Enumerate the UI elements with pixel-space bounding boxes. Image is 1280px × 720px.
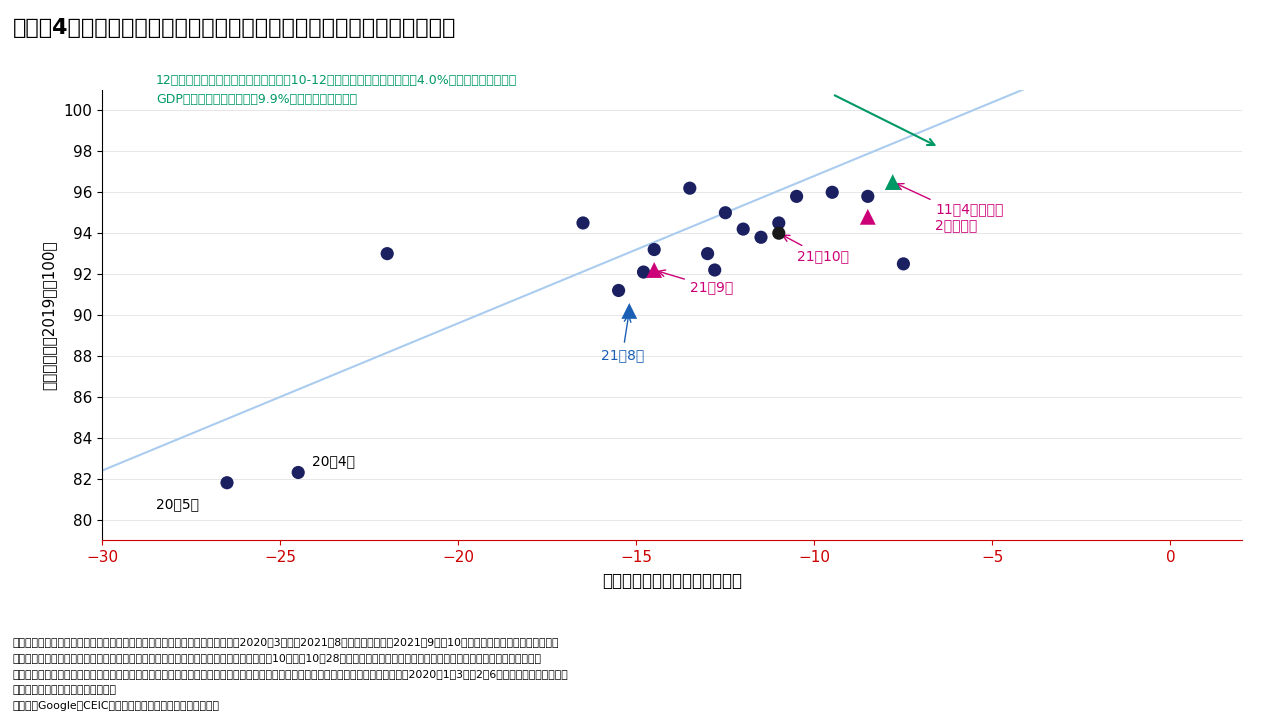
Text: （出所）GoogleやCEIC、経済産業省資料よりインベスコ作成: （出所）GoogleやCEIC、経済産業省資料よりインベスコ作成	[13, 701, 220, 711]
Point	[644, 244, 664, 256]
Text: 乖離幅をグーグルが計算したもの。: 乖離幅をグーグルが計算したもの。	[13, 685, 116, 695]
Point	[822, 186, 842, 198]
Point	[858, 191, 878, 202]
Point	[288, 467, 308, 478]
Text: 21年8月: 21年8月	[600, 315, 644, 361]
Point	[882, 176, 902, 188]
Text: 21年9月: 21年9月	[658, 270, 733, 294]
Point	[644, 264, 664, 276]
Point	[733, 223, 754, 235]
X-axis label: グーグル・モビリティ総合指数: グーグル・モビリティ総合指数	[602, 572, 742, 590]
Point	[768, 217, 788, 229]
Point	[768, 228, 788, 239]
Text: 売店舗・娯楽施設」、「職場」、「駅」、「食料品店・薬局」についてのモビリティ指数の単純平均値。グーグル・モビリティ指数は、2020年1月3日〜2月6日の曜日別平: 売店舗・娯楽施設」、「職場」、「駅」、「食料品店・薬局」についてのモビリティ指数…	[13, 669, 568, 679]
Point	[893, 258, 914, 269]
Point	[620, 305, 640, 317]
Point	[634, 266, 654, 278]
Point	[608, 284, 628, 296]
Text: 20年5月: 20年5月	[156, 497, 198, 511]
Point	[378, 248, 398, 259]
Text: の実績値を基に同指数と民間消費についての回帰分析の結果を用いてインベスコが推計。10月分は10月28日までのデータを基に推計。グーグル・モビリティ総合指数は、「: の実績値を基に同指数と民間消費についての回帰分析の結果を用いてインベスコが推計。…	[13, 653, 541, 663]
Text: 11月4日までの
2週間平均: 11月4日までの 2週間平均	[897, 184, 1004, 233]
Point	[698, 248, 718, 259]
Text: 12月末までこの水準が続くとすると、10-12月期の民間消費の伸び率は4.0%となり、同期の実質
GDP成長率を前期比年率で9.9%ポイント押し上げる: 12月末までこの水準が続くとすると、10-12月期の民間消費の伸び率は4.0%と…	[156, 74, 517, 107]
Point	[716, 207, 736, 218]
Point	[704, 264, 724, 276]
Point	[858, 211, 878, 222]
Point	[572, 217, 593, 229]
Point	[751, 232, 772, 243]
Text: （図表4）日本：グーグル・モビリティ総合指数と月間民間消費額の関係: （図表4）日本：グーグル・モビリティ総合指数と月間民間消費額の関係	[13, 18, 456, 38]
Text: 21年10月: 21年10月	[782, 235, 849, 264]
Y-axis label: 民間消費額（2019年＝100）: 民間消費額（2019年＝100）	[42, 240, 56, 390]
Point	[216, 477, 237, 488]
Text: （注）月間の民間消費額は内閣府や経済産業省資料を基にインベスコが推計。2020年3月から2021年8月までが実績値。2021年9月、10月分はグーグル・モビリテ: （注）月間の民間消費額は内閣府や経済産業省資料を基にインベスコが推計。2020年…	[13, 637, 559, 647]
Text: 20年4月: 20年4月	[312, 454, 356, 469]
Point	[680, 182, 700, 194]
Point	[786, 191, 806, 202]
